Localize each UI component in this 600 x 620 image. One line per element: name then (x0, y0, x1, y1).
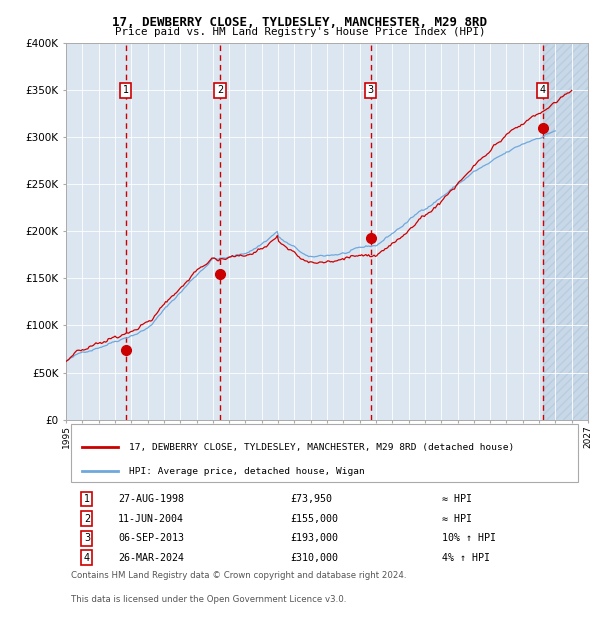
Text: 2: 2 (84, 513, 90, 524)
Text: 3: 3 (84, 533, 90, 543)
Text: 1: 1 (122, 86, 128, 95)
Bar (543, 43, 588, 420)
Text: 4: 4 (84, 552, 90, 563)
Text: 2: 2 (217, 86, 223, 95)
Text: 17, DEWBERRY CLOSE, TYLDESLEY, MANCHESTER, M29 8RD (detached house): 17, DEWBERRY CLOSE, TYLDESLEY, MANCHESTE… (128, 443, 514, 452)
Text: HPI: Average price, detached house, Wigan: HPI: Average price, detached house, Wiga… (128, 467, 364, 476)
Text: Contains HM Land Registry data © Crown copyright and database right 2024.: Contains HM Land Registry data © Crown c… (71, 571, 407, 580)
Text: 4: 4 (540, 86, 546, 95)
Text: 06-SEP-2013: 06-SEP-2013 (118, 533, 184, 543)
Text: ≈ HPI: ≈ HPI (442, 494, 472, 504)
Text: £193,000: £193,000 (290, 533, 338, 543)
Text: 4% ↑ HPI: 4% ↑ HPI (442, 552, 490, 563)
Text: 26-MAR-2024: 26-MAR-2024 (118, 552, 184, 563)
Text: £310,000: £310,000 (290, 552, 338, 563)
Text: 10% ↑ HPI: 10% ↑ HPI (442, 533, 496, 543)
Text: 11-JUN-2004: 11-JUN-2004 (118, 513, 184, 524)
Text: Price paid vs. HM Land Registry's House Price Index (HPI): Price paid vs. HM Land Registry's House … (115, 27, 485, 37)
Text: This data is licensed under the Open Government Licence v3.0.: This data is licensed under the Open Gov… (71, 595, 347, 604)
FancyBboxPatch shape (71, 423, 578, 482)
Text: 3: 3 (368, 86, 374, 95)
Text: 17, DEWBERRY CLOSE, TYLDESLEY, MANCHESTER, M29 8RD: 17, DEWBERRY CLOSE, TYLDESLEY, MANCHESTE… (113, 16, 487, 29)
Text: 27-AUG-1998: 27-AUG-1998 (118, 494, 184, 504)
Text: 1: 1 (84, 494, 90, 504)
Text: £73,950: £73,950 (290, 494, 332, 504)
Text: ≈ HPI: ≈ HPI (442, 513, 472, 524)
Text: £155,000: £155,000 (290, 513, 338, 524)
